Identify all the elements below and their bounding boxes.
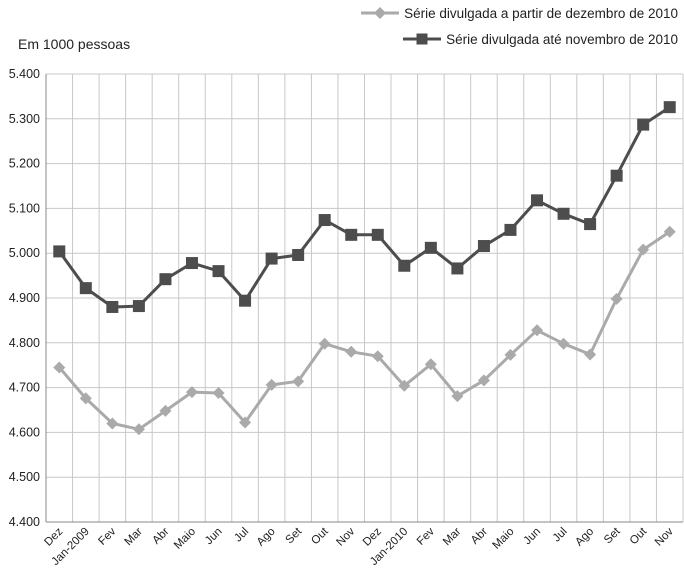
data-point-diamond (584, 348, 597, 361)
data-point-diamond (106, 417, 119, 430)
data-point-diamond (424, 358, 437, 371)
data-point-square (451, 262, 464, 275)
series-line-1 (58, 230, 671, 431)
legend: Série divulgada a partir de dezembro de … (359, 0, 678, 52)
legend-label-series-until-2010: Série divulgada até novembro de 2010 (446, 31, 678, 47)
data-point-diamond (531, 324, 544, 337)
x-tick-label: Fev (415, 525, 437, 547)
data-point-diamond (371, 350, 384, 363)
x-tick-label: Dez (42, 525, 65, 548)
y-tick-label: 4.500 (9, 470, 40, 484)
data-point-square (663, 101, 676, 114)
data-point-diamond (610, 292, 623, 305)
x-tick-label: Abr (150, 526, 171, 547)
x-tick-label: Ago (573, 526, 596, 549)
x-tick-label: Nov (334, 525, 357, 548)
data-point-square (132, 300, 145, 313)
x-tick-label: Set (602, 525, 623, 546)
data-point-diamond (79, 392, 92, 405)
data-point-square (610, 169, 623, 182)
y-axis-unit-label: Em 1000 pessoas (18, 36, 131, 52)
data-point-diamond (212, 386, 225, 399)
x-tick-label: Out (628, 525, 650, 547)
legend-marker-diamond-icon (361, 7, 400, 19)
y-tick-label: 5.100 (9, 201, 40, 215)
data-point-square (345, 228, 358, 241)
data-point-diamond (637, 243, 650, 256)
legend-item-series-until-2010: Série divulgada até novembro de 2010 (359, 26, 678, 52)
legend-label-series-2010: Série divulgada a partir de dezembro de … (404, 5, 678, 21)
data-point-square (239, 294, 252, 307)
data-point-diamond (477, 374, 490, 387)
data-point-diamond (132, 423, 145, 436)
x-tick-label: Mar (123, 526, 146, 549)
x-tick-label: Dez (361, 525, 384, 548)
data-point-square (424, 241, 437, 254)
data-point-diamond (53, 361, 66, 374)
data-point-diamond (345, 345, 358, 358)
x-tick-label: Jun (203, 526, 225, 548)
data-point-diamond (292, 375, 305, 388)
y-tick-label: 5.300 (9, 112, 40, 126)
x-tick-label: Out (309, 525, 331, 547)
legend-marker-square-icon (403, 33, 442, 45)
data-point-square (398, 259, 411, 272)
data-point-diamond (239, 416, 252, 429)
data-point-square (531, 194, 544, 207)
data-point-square (504, 223, 517, 236)
data-point-square (159, 273, 172, 286)
data-point-square (477, 240, 490, 253)
x-tick-label: Mar (441, 526, 464, 549)
x-tick-label: Jun (522, 526, 544, 548)
x-tick-label: Jul (232, 526, 251, 545)
y-tick-label: 4.400 (9, 515, 40, 529)
data-point-diamond (663, 225, 676, 238)
y-tick-label: 5.200 (9, 157, 40, 171)
data-point-square (584, 218, 597, 231)
data-point-diamond (159, 404, 172, 417)
y-tick-label: 4.800 (9, 336, 40, 350)
data-point-diamond (451, 390, 464, 403)
x-tick-label: Maio (490, 526, 516, 552)
data-point-square (637, 118, 650, 131)
data-point-square (557, 207, 570, 220)
x-tick-label: Ago (255, 526, 278, 549)
data-point-square (53, 245, 66, 258)
data-point-diamond (557, 337, 570, 350)
legend-item-series-2010: Série divulgada a partir de dezembro de … (359, 0, 678, 26)
x-tick-label: Jul (551, 526, 570, 545)
data-point-square (212, 265, 225, 278)
data-point-diamond (318, 337, 331, 350)
data-point-diamond (398, 379, 411, 392)
y-tick-label: 5.400 (9, 67, 40, 81)
data-point-square (106, 300, 119, 313)
y-tick-label: 4.900 (9, 291, 40, 305)
data-point-square (265, 252, 278, 265)
x-tick-label: Maio (172, 526, 198, 552)
y-tick-label: 4.700 (9, 381, 40, 395)
data-point-diamond (265, 378, 278, 391)
y-tick-label: 5.000 (9, 246, 40, 260)
y-tick-label: 4.600 (9, 425, 40, 439)
x-tick-label: Set (284, 525, 305, 546)
data-point-square (292, 248, 305, 261)
x-tick-label: Nov (653, 525, 676, 548)
data-point-square (79, 282, 92, 295)
data-point-diamond (185, 386, 198, 399)
data-point-square (318, 214, 331, 227)
x-tick-label: Fev (96, 525, 118, 547)
data-point-diamond (504, 348, 517, 361)
data-point-square (185, 257, 198, 270)
x-tick-label: Abr (469, 526, 490, 547)
data-point-square (371, 228, 384, 241)
